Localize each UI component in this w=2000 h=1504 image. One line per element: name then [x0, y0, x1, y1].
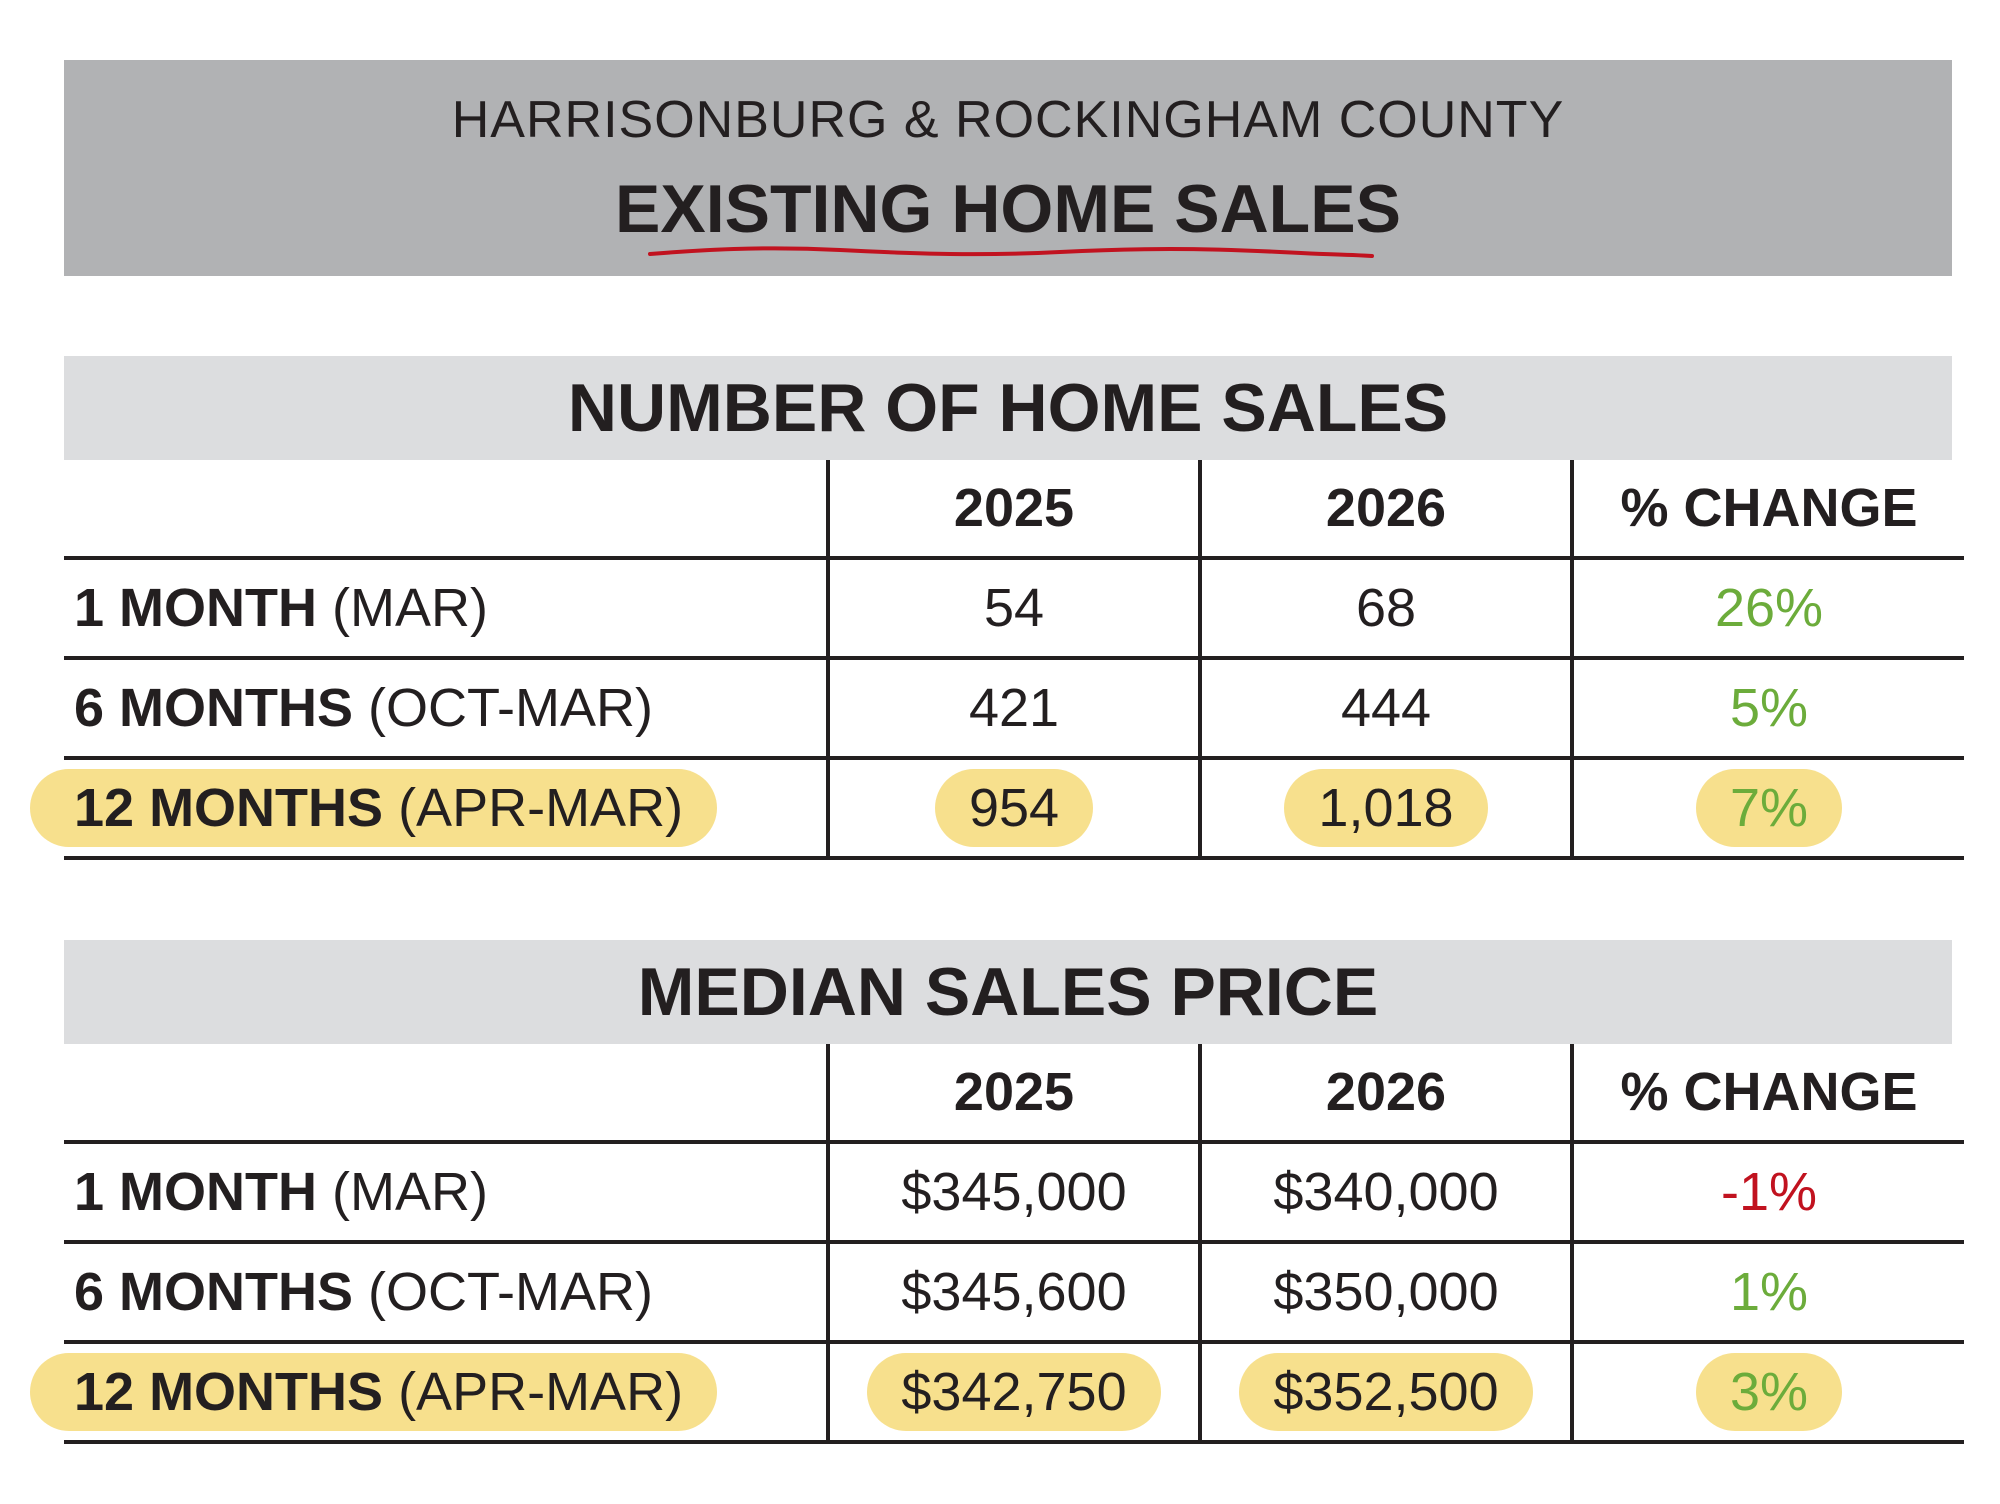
highlight-value: 3%: [1695, 1352, 1843, 1432]
highlight-label: 12 MONTHS (APR-MAR): [30, 768, 718, 848]
value-2026: $340,000: [1198, 1142, 1572, 1244]
range-label: (APR-MAR): [398, 777, 684, 838]
period-label: 12 MONTHS: [74, 1361, 384, 1422]
value-2025: $342,750: [826, 1342, 1200, 1444]
period-label: 1 MONTH: [74, 1162, 317, 1222]
table-row: 6 MONTHS (OCT-MAR) 421 444 5%: [64, 658, 1964, 760]
row-label: 6 MONTHS (OCT-MAR): [64, 658, 828, 760]
col-2026: 2026: [1198, 460, 1572, 560]
row-label: 12 MONTHS (APR-MAR): [30, 758, 828, 860]
value-2025: 54: [826, 558, 1200, 660]
home-sales-table: 2025 2026 % CHANGE 1 MONTH (MAR) 54 68 2…: [30, 460, 1964, 860]
highlight-value: $342,750: [867, 1352, 1161, 1432]
col-2026: 2026: [1198, 1044, 1572, 1144]
highlight-value: 1,018: [1284, 768, 1488, 848]
table-row-highlighted: 12 MONTHS (APR-MAR) $342,750 $352,500 3%: [30, 1342, 1964, 1444]
value-change: 26%: [1570, 558, 1964, 660]
table-row: 1 MONTH (MAR) 54 68 26%: [64, 558, 1964, 660]
value-2025: $345,600: [826, 1242, 1200, 1344]
value-2026: $350,000: [1198, 1242, 1572, 1344]
highlight-value: 7%: [1695, 768, 1843, 848]
value-change: -1%: [1570, 1142, 1964, 1244]
table-row: 1 MONTH (MAR) $345,000 $340,000 -1%: [64, 1142, 1964, 1244]
home-sales-section: NUMBER OF HOME SALES 2025 2026 % CHANGE …: [30, 356, 1964, 860]
median-price-title: MEDIAN SALES PRICE: [64, 940, 1952, 1044]
value-2026: 444: [1198, 658, 1572, 760]
value-change: 1%: [1570, 1242, 1964, 1344]
table-row-highlighted: 12 MONTHS (APR-MAR) 954 1,018 7%: [30, 758, 1964, 860]
region-title: HARRISONBURG & ROCKINGHAM COUNTY: [451, 91, 1565, 149]
col-change: % CHANGE: [1570, 460, 1964, 560]
period-label: 1 MONTH: [74, 578, 317, 638]
highlight-label: 12 MONTHS (APR-MAR): [30, 1352, 718, 1432]
period-label: 6 MONTHS: [74, 1262, 354, 1322]
value-change: 3%: [1570, 1342, 1964, 1444]
period-label: 12 MONTHS: [74, 777, 384, 838]
red-underline-icon: [648, 246, 1374, 258]
range-label: (OCT-MAR): [368, 678, 653, 738]
col-2025: 2025: [826, 1044, 1200, 1144]
period-label: 6 MONTHS: [74, 678, 354, 738]
highlight-value: 954: [934, 768, 1094, 848]
range-label: (MAR): [332, 1162, 488, 1222]
table-header-row: 2025 2026 % CHANGE: [64, 460, 1964, 560]
col-change: % CHANGE: [1570, 1044, 1964, 1144]
col-2025: 2025: [826, 460, 1200, 560]
median-price-section: MEDIAN SALES PRICE 2025 2026 % CHANGE 1 …: [30, 940, 1964, 1444]
row-label: 12 MONTHS (APR-MAR): [30, 1342, 828, 1444]
blank-header: [64, 1044, 828, 1144]
value-2025: 954: [826, 758, 1200, 860]
row-label: 1 MONTH (MAR): [64, 1142, 828, 1244]
range-label: (APR-MAR): [398, 1361, 684, 1422]
value-2026: 68: [1198, 558, 1572, 660]
value-2025: $345,000: [826, 1142, 1200, 1244]
highlight-value: $352,500: [1239, 1352, 1533, 1432]
median-price-table: 2025 2026 % CHANGE 1 MONTH (MAR) $345,00…: [30, 1044, 1964, 1444]
row-label: 1 MONTH (MAR): [64, 558, 828, 660]
home-sales-title: NUMBER OF HOME SALES: [64, 356, 1952, 460]
row-label: 6 MONTHS (OCT-MAR): [64, 1242, 828, 1344]
blank-header: [64, 460, 828, 560]
header-banner: HARRISONBURG & ROCKINGHAM COUNTY EXISTIN…: [64, 60, 1952, 276]
table-header-row: 2025 2026 % CHANGE: [64, 1044, 1964, 1144]
value-change: 7%: [1570, 758, 1964, 860]
value-2026: $352,500: [1198, 1342, 1572, 1444]
table-row: 6 MONTHS (OCT-MAR) $345,600 $350,000 1%: [64, 1242, 1964, 1344]
value-2025: 421: [826, 658, 1200, 760]
page-title: EXISTING HOME SALES: [615, 171, 1401, 247]
value-change: 5%: [1570, 658, 1964, 760]
range-label: (OCT-MAR): [368, 1262, 653, 1322]
range-label: (MAR): [332, 578, 488, 638]
value-2026: 1,018: [1198, 758, 1572, 860]
